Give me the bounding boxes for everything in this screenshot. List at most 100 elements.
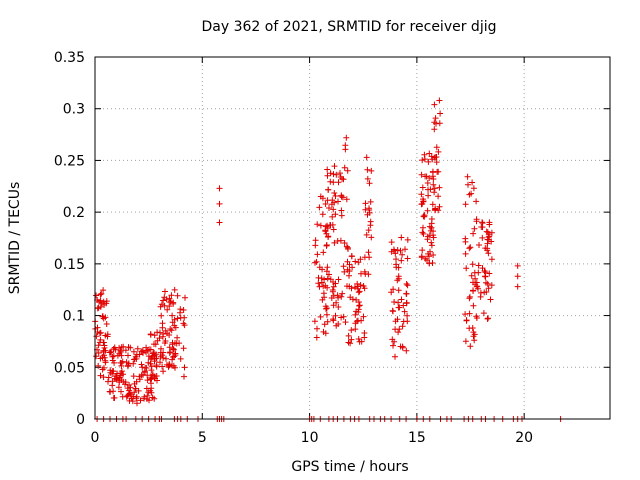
data-point xyxy=(345,246,351,252)
data-point xyxy=(102,359,109,366)
data-point xyxy=(158,301,165,308)
data-point xyxy=(404,236,411,243)
data-point xyxy=(484,240,491,247)
data-point xyxy=(434,168,441,175)
data-point xyxy=(172,350,179,357)
data-point xyxy=(169,312,176,319)
data-point xyxy=(150,350,156,357)
data-point xyxy=(464,173,471,180)
y-tick-label: 0.15 xyxy=(54,257,85,273)
data-point xyxy=(338,314,345,321)
data-point xyxy=(347,340,354,347)
data-point xyxy=(346,283,353,290)
data-point xyxy=(97,291,104,298)
data-point xyxy=(471,337,478,344)
data-point xyxy=(167,299,174,306)
data-point xyxy=(475,269,482,276)
data-point xyxy=(332,312,339,319)
data-point xyxy=(149,394,156,401)
data-point xyxy=(147,331,154,338)
data-point xyxy=(341,164,348,171)
data-point xyxy=(433,159,440,166)
data-point xyxy=(159,333,166,340)
data-point xyxy=(430,252,437,258)
data-point xyxy=(110,353,117,359)
data-point xyxy=(116,344,123,351)
data-point xyxy=(320,249,327,256)
data-point xyxy=(481,268,488,274)
data-point xyxy=(424,207,431,214)
data-point xyxy=(124,392,131,399)
data-point xyxy=(424,180,431,186)
data-point xyxy=(368,234,375,241)
data-point xyxy=(148,389,155,396)
data-point xyxy=(394,316,401,323)
data-point xyxy=(127,344,134,351)
data-point xyxy=(107,369,114,376)
data-point xyxy=(395,329,402,336)
data-point xyxy=(170,346,177,353)
data-point xyxy=(116,374,123,381)
data-point xyxy=(431,185,438,192)
data-point xyxy=(181,322,188,329)
data-point xyxy=(480,310,487,317)
data-point xyxy=(348,327,355,334)
data-points xyxy=(92,97,564,422)
data-point xyxy=(403,300,410,307)
data-point xyxy=(358,270,364,277)
data-point xyxy=(111,394,118,401)
data-point xyxy=(462,338,469,345)
data-point xyxy=(354,280,361,287)
data-point xyxy=(482,273,489,280)
data-point xyxy=(466,295,473,302)
data-point xyxy=(485,315,492,322)
data-point xyxy=(330,292,337,299)
data-point xyxy=(366,205,372,212)
data-point xyxy=(356,302,363,309)
data-point xyxy=(341,268,348,275)
data-point xyxy=(342,142,349,149)
data-point xyxy=(216,200,223,207)
data-point xyxy=(157,359,163,366)
data-point xyxy=(330,171,337,178)
data-point xyxy=(340,313,347,320)
data-point xyxy=(488,256,495,263)
data-point xyxy=(104,331,111,338)
data-point xyxy=(433,120,439,127)
data-point xyxy=(327,276,334,283)
data-point xyxy=(323,311,330,318)
axis-ticks: 0 0.05 0.1 0.15 0.2 0.25 0.3 0.35 0 5 10 15 20 xyxy=(54,50,610,446)
data-point xyxy=(352,258,359,265)
data-point xyxy=(173,340,180,347)
data-point xyxy=(103,298,110,305)
data-point xyxy=(160,368,167,375)
data-point xyxy=(335,179,342,186)
data-point xyxy=(346,268,353,275)
data-point xyxy=(335,304,342,310)
data-point xyxy=(361,334,368,341)
data-point xyxy=(100,287,107,294)
data-point xyxy=(421,212,428,219)
data-point xyxy=(148,380,154,387)
data-point xyxy=(393,256,399,263)
data-point xyxy=(363,231,370,238)
data-point xyxy=(126,387,133,394)
data-point xyxy=(125,352,131,359)
data-point xyxy=(316,204,323,211)
data-point xyxy=(172,364,178,371)
data-point xyxy=(422,173,429,180)
data-point xyxy=(156,335,163,342)
data-point xyxy=(420,198,427,205)
data-point xyxy=(326,205,332,211)
data-point xyxy=(122,381,128,388)
data-point xyxy=(485,285,492,292)
data-point xyxy=(311,318,318,325)
data-point xyxy=(136,376,143,383)
data-point xyxy=(400,302,407,309)
data-point xyxy=(143,344,150,351)
data-point xyxy=(160,349,167,356)
data-point xyxy=(167,326,174,332)
data-point xyxy=(424,257,430,264)
data-point xyxy=(324,172,331,179)
data-point xyxy=(169,354,176,360)
